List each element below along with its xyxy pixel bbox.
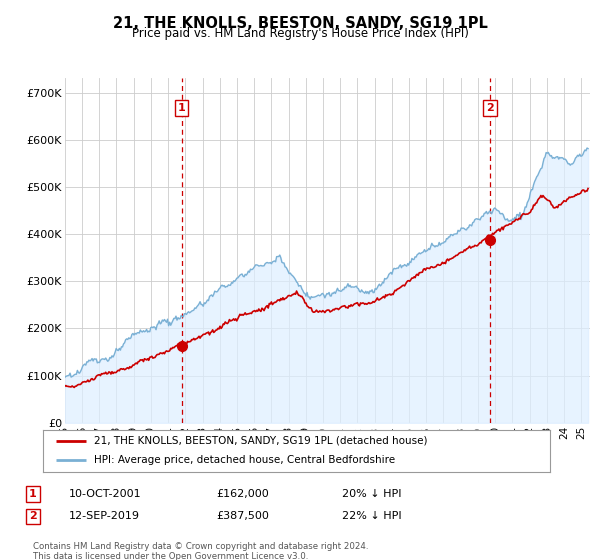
Text: 1: 1: [29, 489, 37, 499]
Text: HPI: Average price, detached house, Central Bedfordshire: HPI: Average price, detached house, Cent…: [94, 455, 395, 465]
Text: 20% ↓ HPI: 20% ↓ HPI: [342, 489, 401, 499]
Text: 2: 2: [486, 102, 494, 113]
Text: 10-OCT-2001: 10-OCT-2001: [69, 489, 142, 499]
Text: £387,500: £387,500: [216, 511, 269, 521]
Text: 21, THE KNOLLS, BEESTON, SANDY, SG19 1PL: 21, THE KNOLLS, BEESTON, SANDY, SG19 1PL: [113, 16, 487, 31]
Text: Contains HM Land Registry data © Crown copyright and database right 2024.
This d: Contains HM Land Registry data © Crown c…: [33, 542, 368, 560]
Text: Price paid vs. HM Land Registry's House Price Index (HPI): Price paid vs. HM Land Registry's House …: [131, 27, 469, 40]
Text: 21, THE KNOLLS, BEESTON, SANDY, SG19 1PL (detached house): 21, THE KNOLLS, BEESTON, SANDY, SG19 1PL…: [94, 436, 427, 446]
Text: 12-SEP-2019: 12-SEP-2019: [69, 511, 140, 521]
Text: 22% ↓ HPI: 22% ↓ HPI: [342, 511, 401, 521]
Text: 1: 1: [178, 102, 185, 113]
Text: 2: 2: [29, 511, 37, 521]
Text: £162,000: £162,000: [216, 489, 269, 499]
